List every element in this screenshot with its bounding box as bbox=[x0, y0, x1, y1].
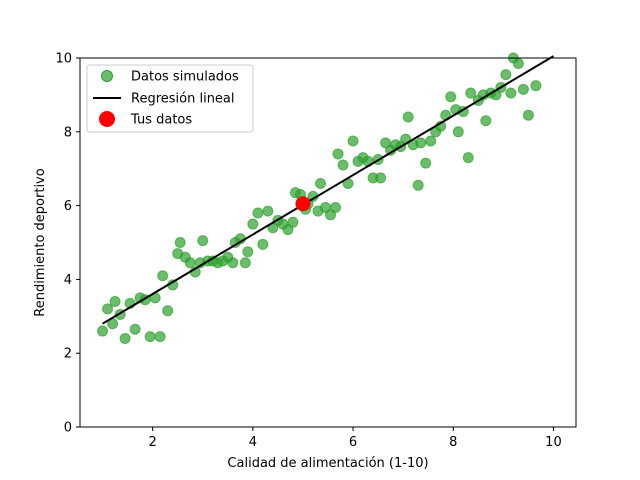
scatter-point bbox=[512, 58, 524, 70]
legend-marker-tus-datos bbox=[99, 111, 115, 127]
y-tick-label: 4 bbox=[64, 273, 72, 288]
legend-label-tus-datos: Tus datos bbox=[130, 113, 192, 128]
scatter-point bbox=[227, 257, 239, 269]
legend-label-datos-simulados: Datos simulados bbox=[131, 70, 239, 85]
x-tick-label: 6 bbox=[349, 435, 357, 450]
scatter-point bbox=[347, 135, 359, 147]
scatter-point bbox=[197, 235, 209, 247]
legend-marker-datos-simulados bbox=[101, 70, 113, 82]
y-axis-label: Rendimiento deportivo bbox=[33, 168, 48, 316]
scatter-point bbox=[252, 207, 264, 219]
scatter-point bbox=[314, 177, 326, 189]
scatter-point bbox=[247, 218, 259, 230]
y-tick-label: 6 bbox=[64, 199, 72, 214]
scatter-point bbox=[452, 126, 464, 138]
scatter-point bbox=[174, 237, 186, 248]
scatter-point bbox=[162, 305, 174, 317]
highlight-point bbox=[295, 196, 311, 212]
axes-frame bbox=[79, 57, 577, 428]
x-tick-label: 8 bbox=[449, 435, 457, 450]
scatter-point bbox=[97, 325, 109, 337]
scatter-point bbox=[109, 296, 121, 308]
scatter-point bbox=[375, 172, 387, 184]
scatter-point bbox=[505, 87, 517, 99]
scatter-point bbox=[480, 115, 492, 127]
x-tick-label: 2 bbox=[149, 435, 157, 450]
scatter-point bbox=[129, 323, 141, 335]
scatter-point bbox=[462, 152, 474, 164]
scatter-point bbox=[242, 246, 254, 258]
scatter-point bbox=[412, 179, 424, 191]
plot-data bbox=[97, 52, 554, 344]
scatter-point bbox=[154, 331, 166, 343]
scatter-point bbox=[337, 159, 349, 171]
scatter-point bbox=[330, 201, 342, 213]
scatter-point bbox=[144, 331, 156, 343]
legend: Datos simulados Regresión lineal Tus dat… bbox=[86, 64, 254, 133]
scatter-point bbox=[332, 148, 344, 160]
scatter-point bbox=[500, 69, 512, 81]
scatter-point bbox=[102, 303, 114, 315]
scatter-point bbox=[415, 137, 427, 149]
regression-line bbox=[102, 55, 554, 325]
scatter-point bbox=[425, 135, 437, 147]
x-tick-label: 10 bbox=[545, 435, 562, 450]
y-tick-label: 0 bbox=[64, 421, 72, 436]
scatter-point bbox=[402, 111, 414, 123]
scatter-point bbox=[522, 109, 534, 121]
y-tick-label: 10 bbox=[55, 52, 72, 67]
y-tick-label: 8 bbox=[64, 125, 72, 140]
scatter-point bbox=[465, 87, 477, 99]
scatter-point bbox=[257, 238, 269, 250]
scatter-point bbox=[119, 332, 131, 344]
y-tick-label: 2 bbox=[64, 347, 72, 362]
scatter-point bbox=[420, 157, 432, 169]
scatter-point bbox=[530, 80, 542, 92]
scatter-point bbox=[239, 257, 251, 269]
scatter-point bbox=[287, 216, 299, 228]
scatter-point bbox=[157, 270, 169, 282]
legend-label-regresion-lineal: Regresión lineal bbox=[131, 92, 235, 107]
scatter-point bbox=[184, 257, 196, 269]
scatter-point bbox=[262, 205, 274, 217]
x-tick-label: 4 bbox=[249, 435, 257, 450]
scatter-point bbox=[445, 91, 457, 103]
scatter-point bbox=[517, 83, 529, 95]
x-axis-label: Calidad de alimentación (1-10) bbox=[227, 456, 428, 471]
axis-ticks: 2 4 6 8 10 0 2 4 6 8 10 bbox=[55, 52, 561, 451]
legend-box bbox=[86, 64, 254, 133]
